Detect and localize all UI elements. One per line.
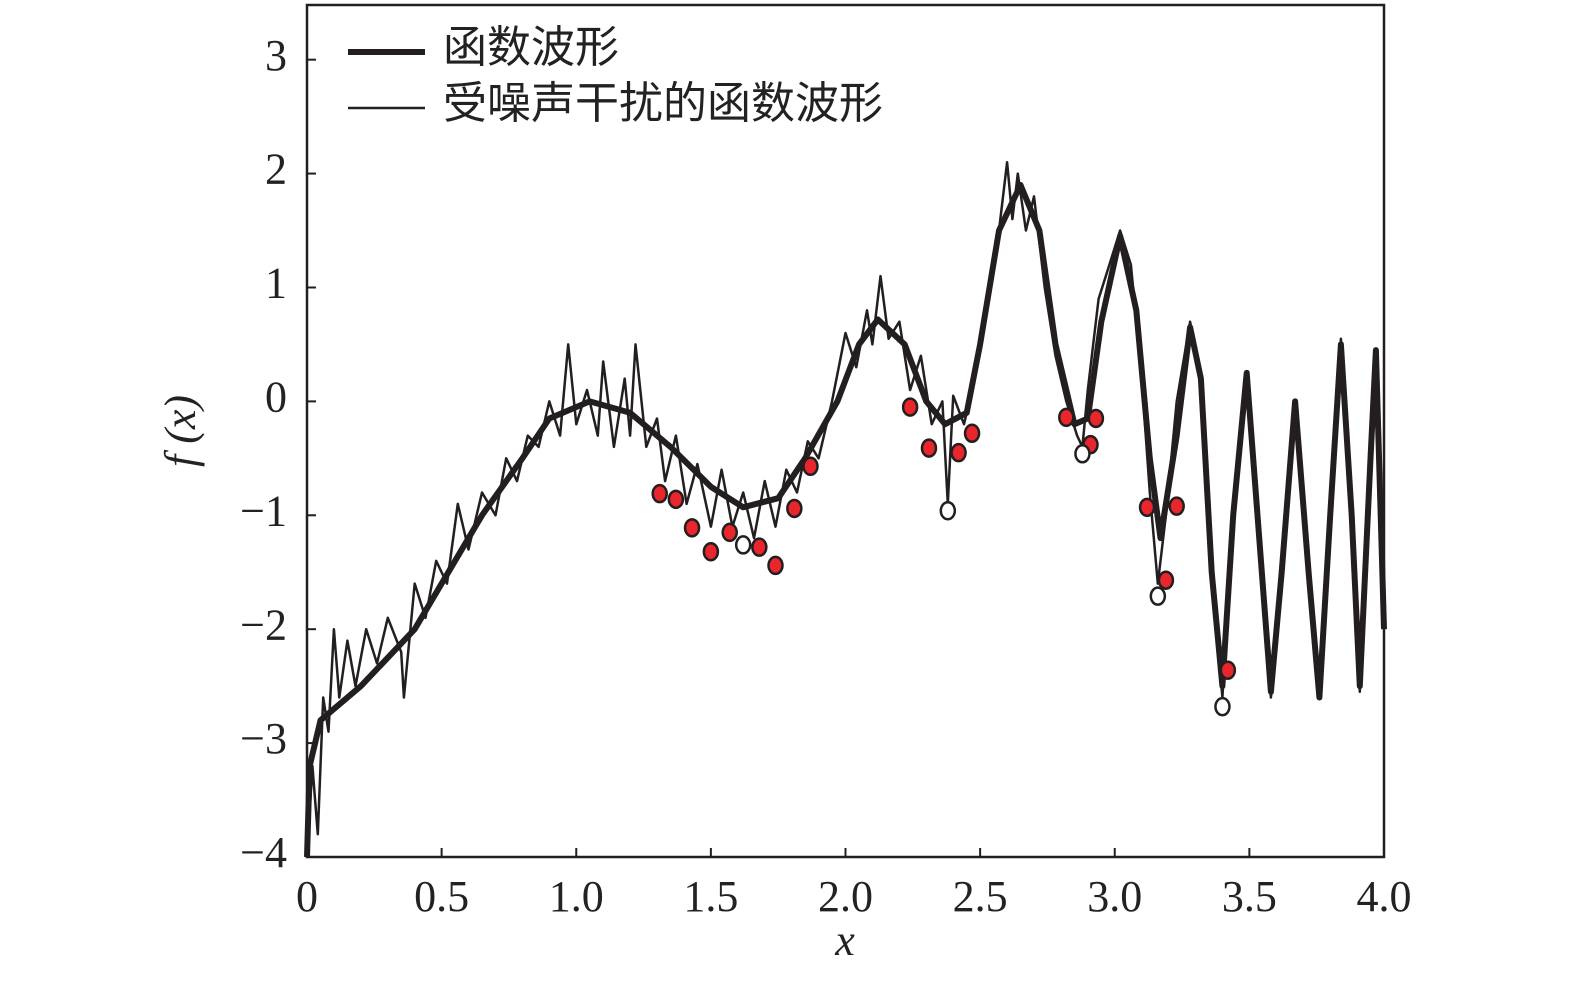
x-tick-label: 3.5 <box>1222 872 1277 921</box>
marker <box>1058 407 1075 428</box>
x-tick-label: 2.0 <box>818 872 873 921</box>
legend-label: 受噪声干扰的函数波形 <box>443 79 883 128</box>
x-tick-label: 2.5 <box>953 872 1008 921</box>
marker <box>651 483 668 504</box>
x-axis-label: x <box>834 916 855 965</box>
x-tick-label: 0 <box>296 872 318 921</box>
marker <box>901 397 919 417</box>
marker <box>939 500 957 521</box>
plot-frame <box>305 3 1386 859</box>
marker <box>1074 444 1091 464</box>
x-tick-label: 1.5 <box>683 872 738 921</box>
marker <box>1138 497 1156 518</box>
y-tick-label: 1 <box>265 259 287 308</box>
x-tick-label: 0.5 <box>414 872 469 921</box>
marker <box>1149 586 1167 606</box>
x-tick-label: 1.0 <box>549 872 604 921</box>
series-line <box>304 182 1387 858</box>
x-tick-label: 4.0 <box>1357 872 1412 921</box>
marker <box>702 541 720 562</box>
marker <box>786 498 803 519</box>
marker <box>1214 696 1231 717</box>
marker <box>1219 660 1237 680</box>
marker <box>1087 408 1105 429</box>
y-axis-label: f (x) <box>156 395 205 467</box>
y-tick-label: −2 <box>240 600 287 649</box>
y-tick-label: 2 <box>265 145 287 194</box>
y-tick-label: 0 <box>265 372 287 421</box>
series-line <box>305 160 1386 858</box>
legend-label: 函数波形 <box>443 23 619 72</box>
marker <box>1168 496 1185 516</box>
marker <box>683 518 701 538</box>
y-tick-label: −3 <box>240 714 287 763</box>
marker <box>767 555 784 576</box>
marker <box>950 442 967 463</box>
y-tick-label: −4 <box>240 828 287 877</box>
marker <box>751 537 768 557</box>
y-tick-label: 3 <box>265 31 287 80</box>
marker <box>721 522 738 543</box>
marker <box>667 489 685 510</box>
marker <box>920 438 938 458</box>
x-tick-label: 3.0 <box>1087 872 1142 921</box>
marker <box>734 535 752 555</box>
marker <box>963 423 981 444</box>
y-tick-label: −1 <box>240 486 287 535</box>
marker <box>1157 570 1175 590</box>
marker <box>802 456 819 477</box>
